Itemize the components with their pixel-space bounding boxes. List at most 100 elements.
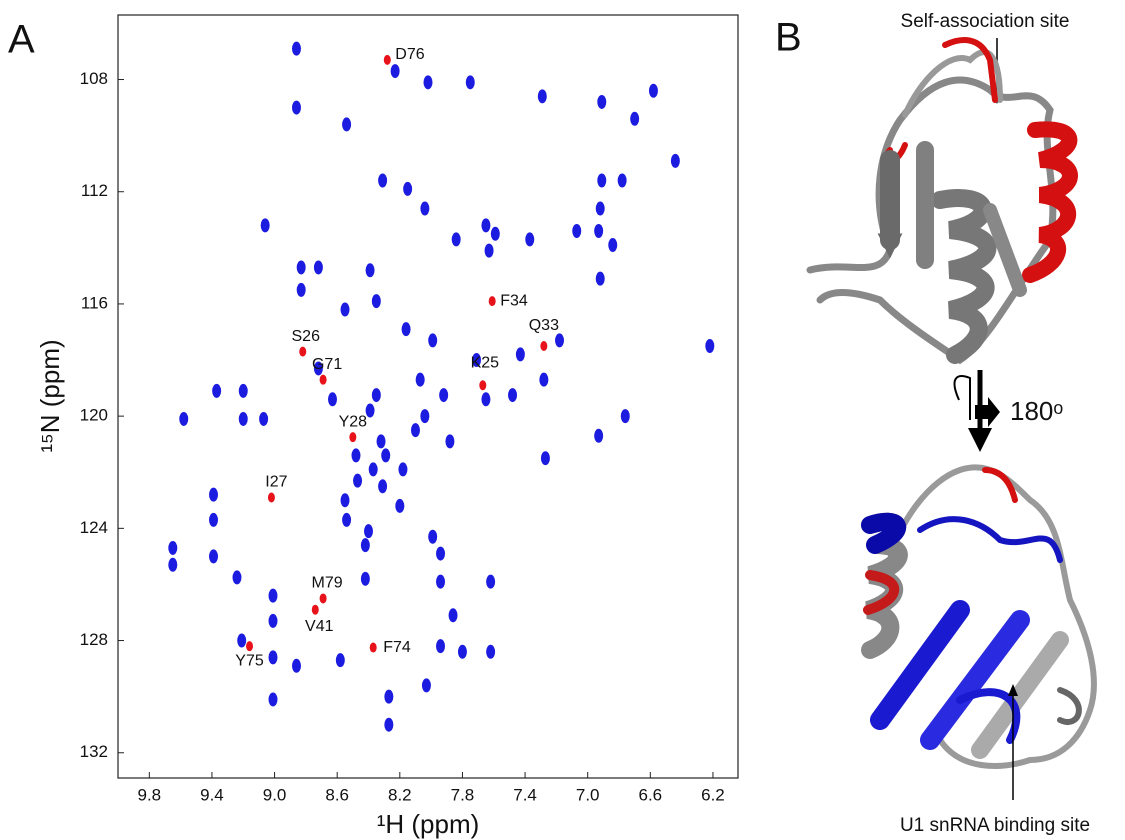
y-tick-label: 124 — [80, 518, 108, 537]
peak — [486, 574, 496, 589]
peak — [168, 557, 178, 572]
peak — [594, 428, 604, 443]
peak — [617, 173, 627, 188]
peak — [595, 271, 605, 286]
peak — [436, 574, 446, 589]
peak-label: F74 — [383, 639, 411, 656]
x-tick-label: 9.4 — [200, 785, 224, 804]
peak — [472, 353, 482, 368]
peak — [368, 462, 378, 477]
peak — [364, 524, 374, 539]
peak — [539, 372, 549, 387]
rotation-icon — [953, 375, 971, 420]
peak — [168, 540, 178, 555]
labeled-peak — [349, 432, 357, 443]
peak-label: Q33 — [529, 317, 559, 334]
peak — [620, 409, 630, 424]
x-tick-label: 7.4 — [513, 785, 537, 804]
peak — [594, 223, 604, 238]
peak — [451, 232, 461, 247]
peak — [291, 100, 301, 115]
peak — [481, 218, 491, 233]
peak — [179, 411, 189, 426]
protein-bottom — [861, 464, 1097, 769]
peak — [365, 403, 375, 418]
labeled-peak — [540, 341, 548, 352]
peak — [415, 372, 425, 387]
peak — [209, 487, 219, 502]
peak — [398, 462, 408, 477]
y-tick-label: 128 — [80, 630, 108, 649]
peak — [340, 493, 350, 508]
x-tick-label: 8.6 — [325, 785, 349, 804]
peak — [371, 388, 381, 403]
x-tick-label: 8.2 — [388, 785, 412, 804]
peak — [268, 613, 278, 628]
peak — [268, 692, 278, 707]
x-tick-label: 9.0 — [263, 785, 287, 804]
peak — [378, 173, 388, 188]
y-axis-label: ¹⁵N (ppm) — [35, 339, 65, 452]
peak — [597, 94, 607, 109]
peak-label: S26 — [292, 328, 321, 345]
labeled-peak — [299, 346, 307, 357]
peak — [465, 75, 475, 90]
peak — [436, 546, 446, 561]
peak — [268, 650, 278, 665]
peak — [555, 333, 565, 348]
peak — [342, 117, 352, 132]
peak — [608, 238, 618, 253]
x-tick-label: 6.6 — [639, 785, 663, 804]
peak — [508, 388, 518, 403]
y-tick-label: 116 — [81, 293, 108, 312]
peak — [540, 451, 550, 466]
peak — [395, 498, 405, 513]
peak — [403, 181, 413, 196]
x-tick-label: 6.2 — [701, 785, 725, 804]
peak — [484, 243, 494, 258]
peak — [420, 201, 430, 216]
peak — [486, 644, 496, 659]
panel-label: A — [8, 18, 35, 62]
peak — [376, 434, 386, 449]
peak — [209, 549, 219, 564]
peak — [353, 473, 363, 488]
peak-label: I27 — [265, 474, 287, 491]
peak — [597, 173, 607, 188]
peak-label: M79 — [312, 575, 343, 592]
peak — [410, 423, 420, 438]
peak — [232, 570, 242, 585]
y-tick-label: 112 — [81, 181, 108, 200]
y-tick-label: 108 — [80, 69, 108, 88]
plot-frame — [117, 14, 739, 779]
protein-top — [806, 37, 1078, 365]
peak — [481, 392, 491, 407]
labeled-peak — [488, 296, 496, 307]
peak — [420, 409, 430, 424]
peak — [490, 226, 500, 241]
arrow-right — [975, 397, 1000, 427]
peak — [436, 639, 446, 654]
peak — [291, 658, 301, 673]
peak — [384, 717, 394, 732]
peak — [439, 388, 449, 403]
peak — [630, 111, 640, 126]
peak — [595, 201, 605, 216]
peak — [705, 339, 715, 354]
peak — [259, 411, 269, 426]
labeled-peak — [383, 54, 391, 65]
peak — [296, 282, 306, 297]
peak — [238, 383, 248, 398]
peak — [428, 529, 438, 544]
peak-label: V41 — [305, 618, 334, 635]
labeled-peak — [319, 593, 327, 604]
peak — [335, 653, 345, 668]
peak — [351, 448, 361, 463]
peak — [384, 689, 394, 704]
peak — [445, 434, 455, 449]
labeled-peak — [246, 641, 254, 652]
x-tick-label: 7.8 — [451, 785, 475, 804]
x-tick-label: 7.0 — [576, 785, 600, 804]
